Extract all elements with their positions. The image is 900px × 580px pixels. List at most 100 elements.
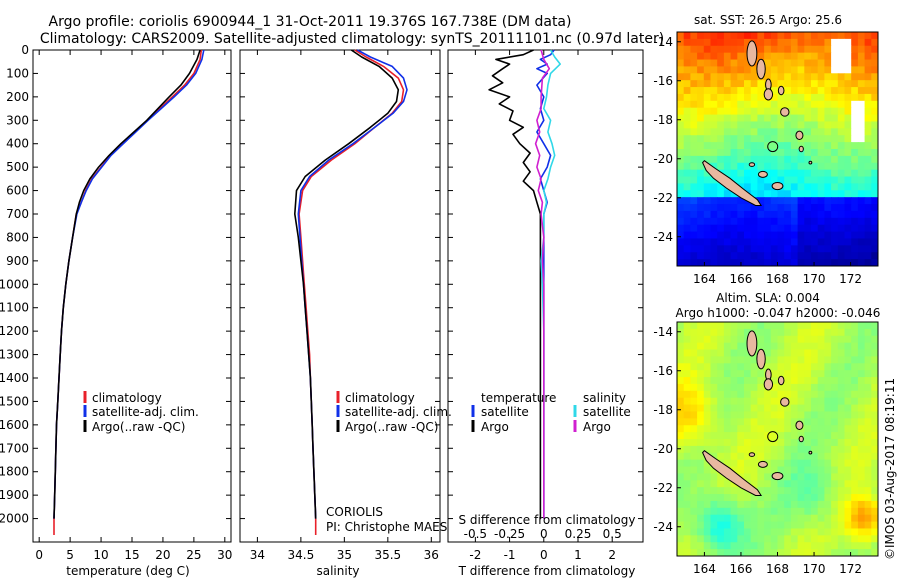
field-cell — [851, 135, 859, 143]
field-cell — [737, 494, 745, 502]
field-cell — [831, 494, 839, 502]
field-cell — [697, 73, 705, 81]
field-cell — [683, 322, 691, 330]
field-cell — [857, 66, 866, 74]
field-cell — [864, 87, 872, 95]
series-line — [53, 49, 201, 519]
field-cell — [804, 149, 812, 157]
field-cell — [851, 107, 859, 116]
field-cell — [824, 259, 832, 266]
field-cell — [831, 45, 839, 54]
field-cell — [837, 549, 846, 556]
field-cell — [804, 155, 812, 164]
field-cell — [717, 155, 725, 164]
field-cell — [837, 45, 846, 54]
field-cell — [790, 238, 799, 246]
field-cell — [864, 535, 872, 543]
field-cell — [790, 121, 799, 129]
field-cell — [817, 445, 825, 454]
field-cell — [723, 52, 732, 61]
field-cell — [677, 466, 685, 475]
field-cell — [811, 204, 819, 212]
field-cell — [710, 100, 718, 109]
field-cell — [677, 169, 685, 178]
field-cell — [677, 52, 685, 61]
field-cell — [811, 521, 819, 530]
field-cell — [777, 93, 785, 102]
field-cell — [764, 217, 772, 226]
field-cell — [730, 204, 738, 212]
field-cell — [851, 259, 859, 266]
field-cell — [811, 155, 819, 164]
field-cell — [864, 521, 872, 530]
field-cell — [697, 432, 705, 440]
field-cell — [871, 335, 878, 344]
field-cell — [857, 411, 866, 419]
island-vanuatu — [763, 88, 774, 101]
field-cell — [770, 59, 779, 68]
field-cell — [690, 204, 698, 212]
field-cell — [784, 45, 792, 54]
field-cell — [784, 259, 792, 266]
field-cell — [750, 66, 758, 74]
field-cell — [790, 528, 799, 536]
field-cell — [777, 390, 785, 399]
field-cell — [824, 356, 832, 364]
field-cell — [697, 107, 705, 116]
field-cell — [703, 528, 712, 536]
field-cell — [737, 135, 745, 143]
field-cell — [764, 480, 772, 488]
field-cell — [757, 452, 765, 461]
field-cell — [723, 487, 732, 495]
field-cell — [844, 149, 852, 157]
field-cell — [790, 377, 799, 385]
field-cell — [790, 162, 799, 171]
field-cell — [764, 342, 772, 351]
field-cell — [811, 528, 819, 536]
field-cell — [697, 411, 705, 419]
field-cell — [777, 197, 785, 205]
series-line — [298, 49, 405, 535]
field-cell — [777, 32, 785, 40]
field-cell — [723, 480, 732, 488]
field-cell — [804, 128, 812, 136]
field-cell — [770, 252, 779, 260]
field-cell — [690, 183, 698, 191]
field-cell — [737, 542, 745, 550]
field-cell — [750, 411, 758, 419]
field-cell — [770, 114, 779, 123]
field-cell — [710, 549, 718, 556]
field-cell — [737, 197, 745, 205]
field-cell — [857, 494, 866, 502]
field-cell — [730, 425, 738, 433]
field-cell — [757, 259, 765, 266]
field-cell — [797, 169, 805, 178]
field-cell — [811, 183, 819, 191]
field-cell — [744, 135, 752, 143]
field-cell — [770, 322, 779, 330]
field-cell — [824, 66, 832, 74]
map-x-tick-label: 164 — [693, 562, 716, 576]
field-cell — [703, 349, 712, 358]
field-cell — [677, 404, 685, 413]
field-cell — [811, 73, 819, 81]
field-cell — [737, 87, 745, 95]
field-cell — [837, 149, 846, 157]
field-cell — [690, 542, 698, 550]
field-cell — [824, 155, 832, 164]
field-cell — [817, 411, 825, 419]
field-cell — [790, 404, 799, 413]
field-cell — [777, 217, 785, 226]
field-cell — [690, 473, 698, 481]
field-cell — [790, 383, 799, 392]
field-cell — [757, 322, 765, 330]
y-tick-label: 900 — [6, 254, 29, 268]
field-cell — [790, 542, 799, 550]
map-x-tick-label: 168 — [766, 272, 789, 286]
field-cell — [797, 411, 805, 419]
field-cell — [703, 322, 712, 330]
field-cell — [871, 383, 878, 392]
field-cell — [784, 514, 792, 523]
field-cell — [770, 238, 779, 246]
field-cell — [750, 500, 758, 509]
